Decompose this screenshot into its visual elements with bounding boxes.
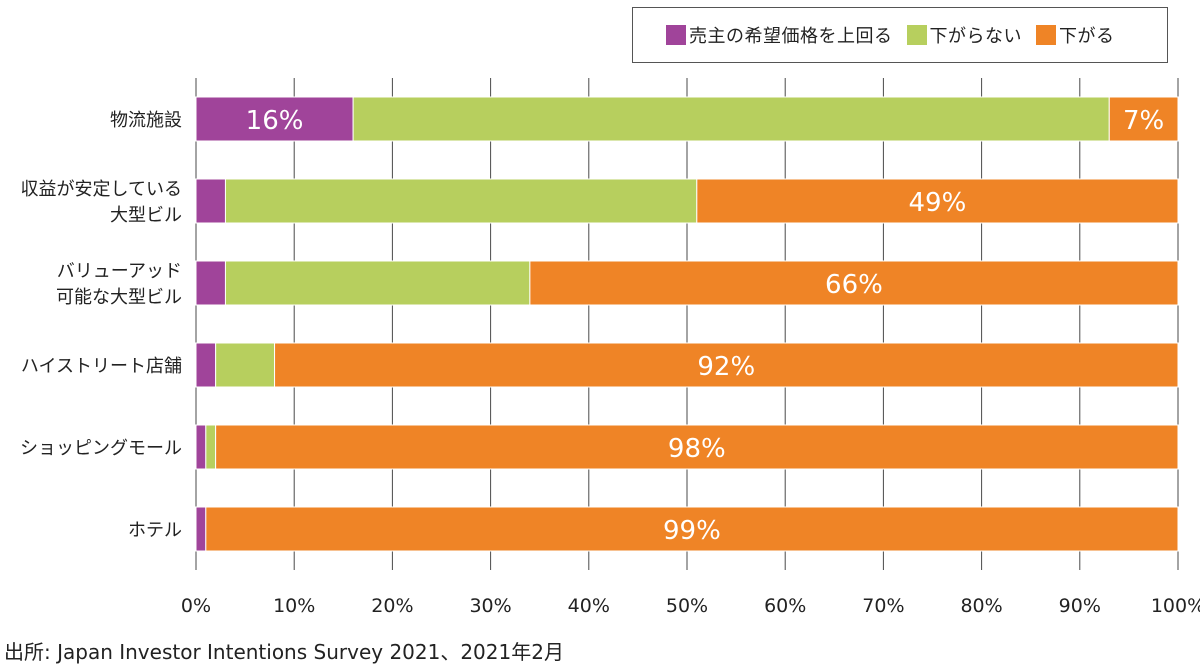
bar-segment	[195, 342, 217, 388]
data-label: 49%	[909, 188, 967, 218]
legend-swatch-above-ask	[666, 25, 686, 45]
bar-segment	[205, 506, 1179, 552]
x-tick-label: 80%	[960, 595, 1002, 617]
bar-segment	[205, 424, 217, 470]
bar-segment	[696, 178, 1179, 224]
x-tick-label: 0%	[181, 595, 211, 617]
bar-segment	[195, 260, 226, 306]
x-tick-label: 90%	[1059, 595, 1101, 617]
legend-swatch-decrease	[1036, 25, 1056, 45]
category-label: 可能な大型ビル	[56, 287, 182, 308]
legend-label-decrease: 下がる	[1059, 26, 1115, 47]
category-label: ホテル	[128, 520, 182, 541]
chart-legend: 売主の希望価格を上回る 下がらない 下がる	[632, 7, 1168, 63]
bar-segment	[195, 424, 207, 470]
category-label: バリューアッド	[57, 261, 182, 282]
data-label: 66%	[825, 270, 883, 300]
x-tick-label: 30%	[469, 595, 511, 617]
bar-segment	[224, 260, 531, 306]
bar-segment	[215, 424, 1179, 470]
bar-segment	[1108, 96, 1179, 142]
x-tick-label: 20%	[371, 595, 413, 617]
stacked-bar-chart: 0% 10% 20% 30% 40% 50% 60% 70% 80% 90% 100% 物流施設収益が…	[20, 78, 1200, 617]
legend-label-above-ask: 売主の希望価格を上回る	[689, 26, 893, 47]
x-tick-label: 50%	[666, 595, 708, 617]
category-label: 収益が安定している	[21, 179, 182, 200]
data-label: 99%	[663, 516, 721, 546]
data-label: 7%	[1123, 106, 1164, 136]
category-label: 大型ビル	[110, 205, 182, 226]
bar-segment	[274, 342, 1179, 388]
x-tick-label: 100%	[1151, 595, 1200, 617]
bar-segment	[195, 506, 207, 552]
bar-segment	[224, 178, 698, 224]
category-label: ショッピングモール	[20, 438, 182, 459]
bar-segment	[215, 342, 276, 388]
category-label: 物流施設	[110, 110, 182, 131]
x-tick-label: 70%	[862, 595, 904, 617]
legend-item-above-ask: 売主の希望価格を上回る	[666, 22, 893, 48]
legend-swatch-no-decrease	[906, 25, 927, 45]
x-tick-label: 10%	[273, 595, 315, 617]
legend-label-no-decrease: 下がらない	[929, 26, 1022, 47]
bar-segment	[195, 96, 354, 142]
legend-item-decrease: 下がる	[1036, 22, 1115, 48]
data-label: 98%	[668, 434, 726, 464]
x-tick-label: 60%	[764, 595, 806, 617]
legend-item-no-decrease: 下がらない	[906, 22, 1023, 48]
source-note: 出所: Japan Investor Intentions Survey 202…	[4, 640, 564, 664]
x-tick-label: 40%	[568, 595, 610, 617]
data-label: 16%	[246, 106, 304, 136]
data-label: 92%	[697, 352, 755, 382]
bar-segment	[529, 260, 1179, 306]
bar-segment	[195, 178, 226, 224]
bar-segment	[352, 96, 1110, 142]
category-label: ハイストリート店舗	[21, 356, 182, 377]
